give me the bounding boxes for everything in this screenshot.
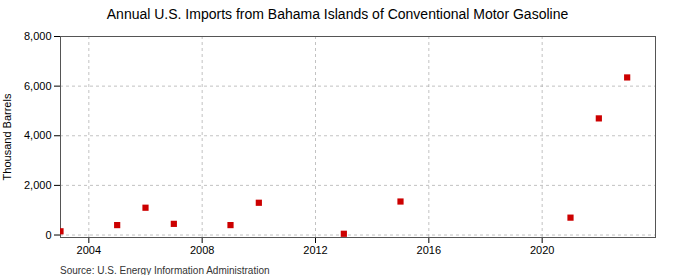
html-text:Source: U.S. Energy Informatio: Source: U.S. Energy Information Administ… bbox=[60, 265, 270, 275]
html-text:Annual U.S. Imports from Baham: Annual U.S. Imports from Bahama Islands … bbox=[106, 6, 569, 22]
svg-text:0: 0 bbox=[45, 229, 51, 241]
svg-text:2016: 2016 bbox=[417, 244, 441, 256]
svg-text:4,000: 4,000 bbox=[24, 129, 52, 141]
svg-text:8,000: 8,000 bbox=[24, 30, 52, 42]
svg-text:2020: 2020 bbox=[530, 244, 554, 256]
svg-text:2012: 2012 bbox=[303, 244, 327, 256]
svg-text:2008: 2008 bbox=[190, 244, 214, 256]
svg-text:2,000: 2,000 bbox=[24, 179, 52, 191]
svg-text:2004: 2004 bbox=[77, 244, 101, 256]
svg-text:Thousand Barrels: Thousand Barrels bbox=[1, 93, 13, 180]
svg-text:6,000: 6,000 bbox=[24, 80, 52, 92]
